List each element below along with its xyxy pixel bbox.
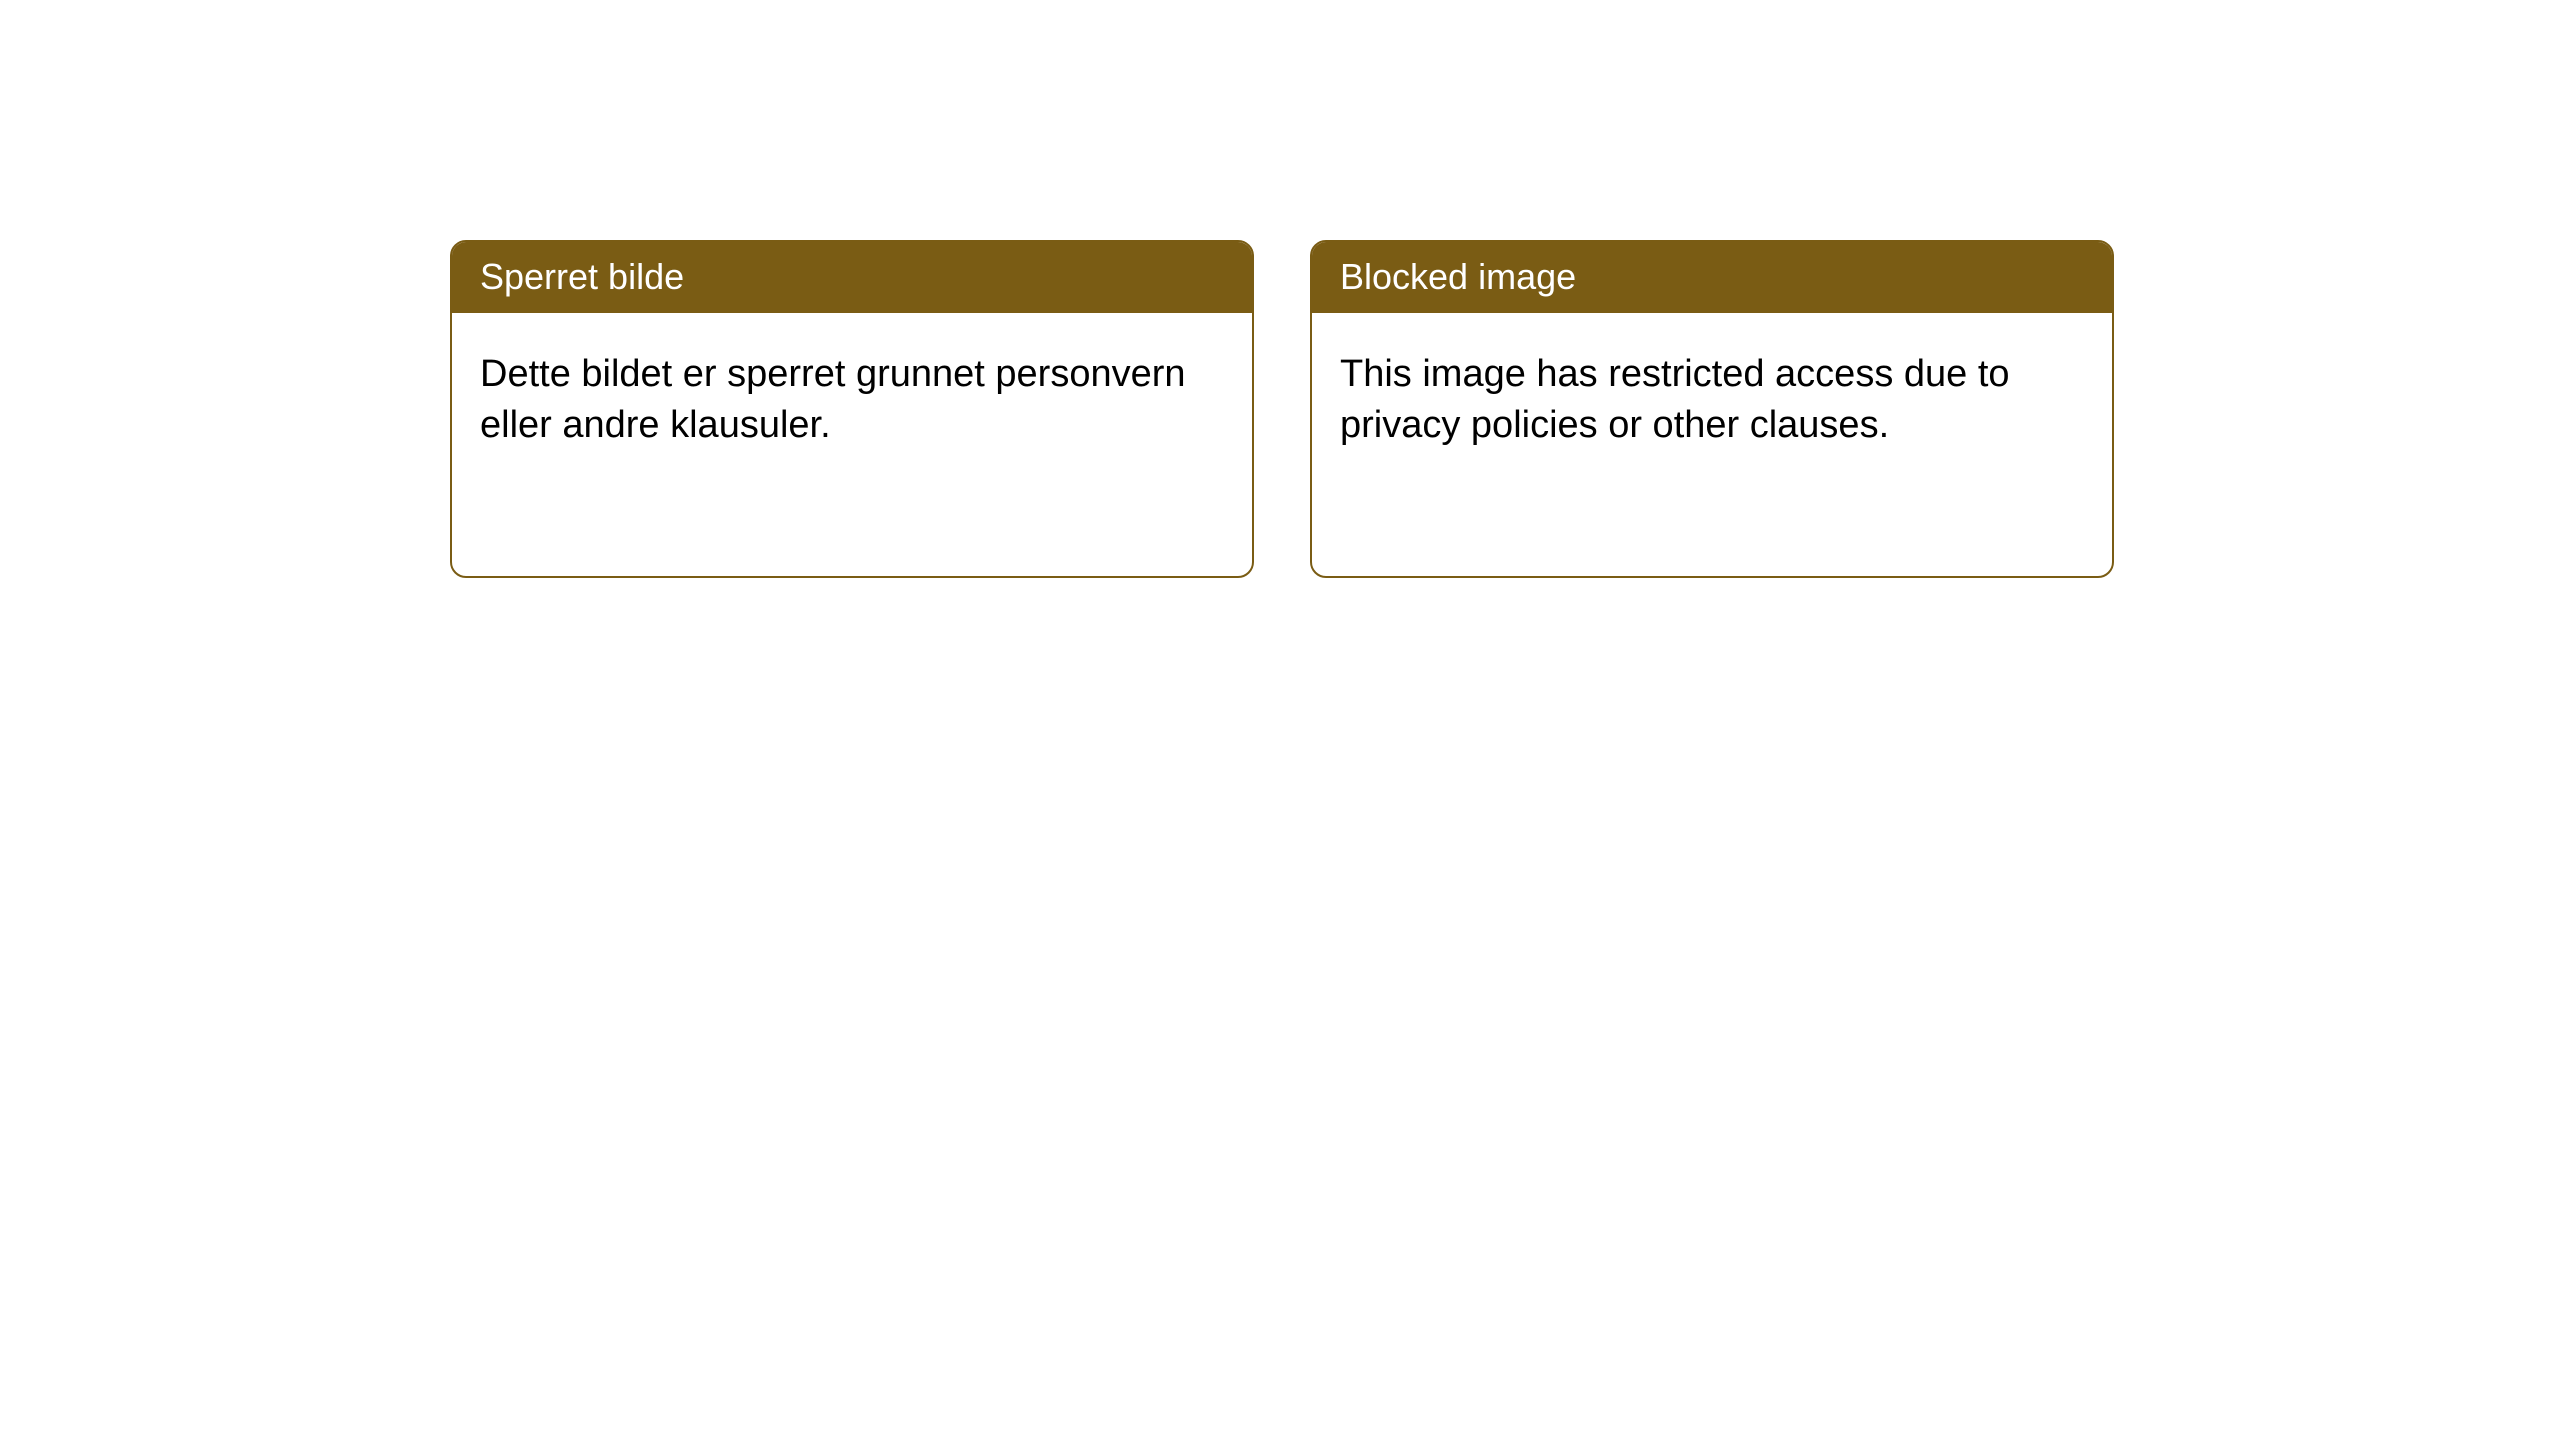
notice-card-english: Blocked image This image has restricted … [1310, 240, 2114, 578]
notice-container: Sperret bilde Dette bildet er sperret gr… [450, 240, 2114, 578]
notice-card-norwegian: Sperret bilde Dette bildet er sperret gr… [450, 240, 1254, 578]
notice-body: Dette bildet er sperret grunnet personve… [452, 313, 1252, 488]
notice-title: Sperret bilde [452, 242, 1252, 313]
notice-title: Blocked image [1312, 242, 2112, 313]
notice-body: This image has restricted access due to … [1312, 313, 2112, 488]
